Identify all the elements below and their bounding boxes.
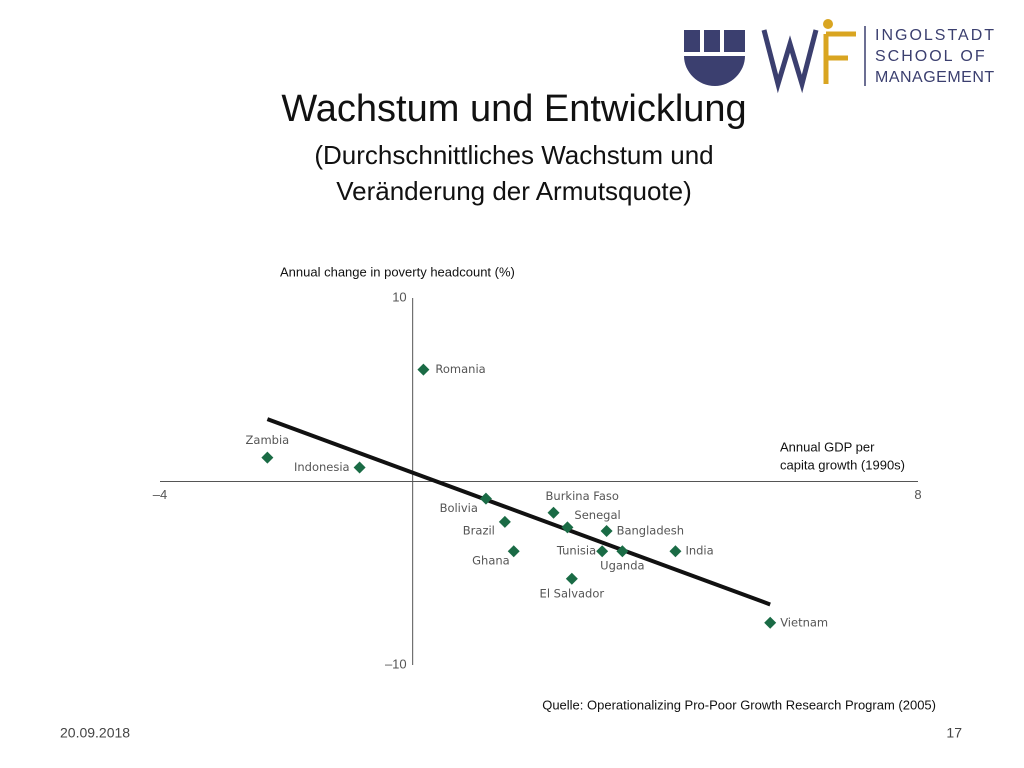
x-axis-label: capita growth (1990s): [780, 457, 905, 472]
data-point: [600, 525, 613, 538]
point-label: Brazil: [463, 523, 495, 537]
point-label: Indonesia: [294, 460, 350, 474]
point-label: India: [685, 544, 713, 558]
x-tick-label: 8: [914, 487, 921, 502]
point-label: El Salvador: [540, 586, 605, 600]
logo-text: MANAGEMENT: [875, 69, 995, 86]
point-label: Ghana: [472, 554, 510, 568]
data-point: [616, 545, 629, 558]
slide-title: Wachstum und Entwicklung: [281, 88, 746, 130]
data-point: [669, 545, 682, 558]
logo-f: [823, 31, 856, 84]
data-point: [353, 461, 366, 474]
data-point: [507, 545, 520, 558]
point-label: Romania: [435, 362, 485, 376]
page-number: 17: [946, 725, 962, 741]
point-label: Vietnam: [780, 615, 828, 629]
logo-shield: [684, 30, 745, 86]
x-axis-label: Annual GDP per: [780, 439, 875, 454]
data-point: [561, 521, 574, 534]
logo: INGOLSTADT SCHOOL OF MANAGEMENT: [684, 19, 996, 94]
footer-date: 20.09.2018: [60, 725, 130, 741]
logo-w: [761, 29, 819, 94]
point-label: Burkina Faso: [546, 489, 619, 503]
logo-text: INGOLSTADT: [875, 27, 996, 44]
slide-subtitle: (Durchschnittliches Wachstum und: [314, 140, 713, 170]
data-point: [547, 506, 560, 519]
point-label: Senegal: [574, 508, 620, 522]
y-tick-label: 10: [392, 289, 406, 304]
data-point: [417, 363, 430, 376]
slide-subtitle: Veränderung der Armutsquote): [336, 176, 692, 206]
trend-line: [266, 417, 771, 607]
data-point: [565, 572, 578, 585]
data-point: [498, 515, 511, 528]
point-label: Zambia: [246, 433, 290, 447]
data-point: [479, 492, 492, 505]
point-label: Bolivia: [440, 501, 478, 515]
point-label: Bangladesh: [617, 524, 684, 538]
logo-text: SCHOOL OF: [875, 48, 987, 65]
y-axis-label: Annual change in poverty headcount (%): [280, 264, 515, 279]
y-tick-label: –10: [385, 656, 407, 671]
data-point: [596, 545, 609, 558]
data-point: [764, 616, 777, 629]
point-label: Uganda: [600, 559, 644, 573]
source-note: Quelle: Operationalizing Pro-Poor Growth…: [542, 697, 936, 712]
plot: –4 8 10 –10 Romania Zambia Indonesia Bolivia Bra…: [153, 289, 922, 671]
data-point: [261, 451, 274, 464]
x-tick-label: –4: [153, 487, 167, 502]
point-label: Tunisia: [556, 544, 596, 558]
logo-dot: [823, 19, 833, 29]
